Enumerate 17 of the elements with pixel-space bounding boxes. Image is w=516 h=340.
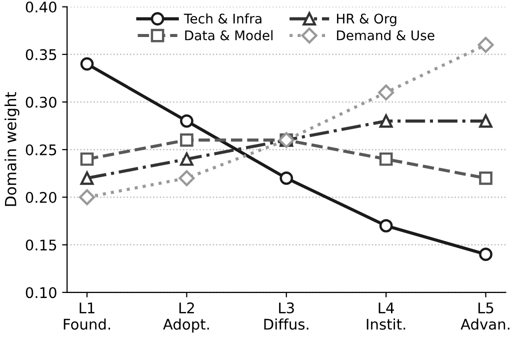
legend-label: Demand & Use <box>337 30 434 40</box>
y-tick-label: 0.35 <box>26 49 56 60</box>
x-tick-label: L5 Advan. <box>460 302 510 330</box>
y-tick-label: 0.30 <box>26 96 56 108</box>
y-tick-label: 0.40 <box>26 2 56 13</box>
legend-label: Tech & Infra <box>184 13 262 24</box>
x-tick-label: L2 Adopt. <box>163 302 209 333</box>
y-axis-title: Domain weight <box>4 92 20 206</box>
x-tick-label: L4 Instit. <box>366 302 406 330</box>
x-tick-label: L1 Found. <box>64 302 110 330</box>
y-tick-label: 0.20 <box>26 192 56 203</box>
y-tick-label: 0.25 <box>26 144 56 156</box>
y-tick-label: 0.10 <box>26 287 56 298</box>
y-tick-label: 0.15 <box>26 240 56 251</box>
x-tick-label: L3 Diffus. <box>264 302 308 330</box>
legend-label: Data & Model <box>185 30 272 40</box>
legend-label: HR & Org <box>337 14 396 26</box>
